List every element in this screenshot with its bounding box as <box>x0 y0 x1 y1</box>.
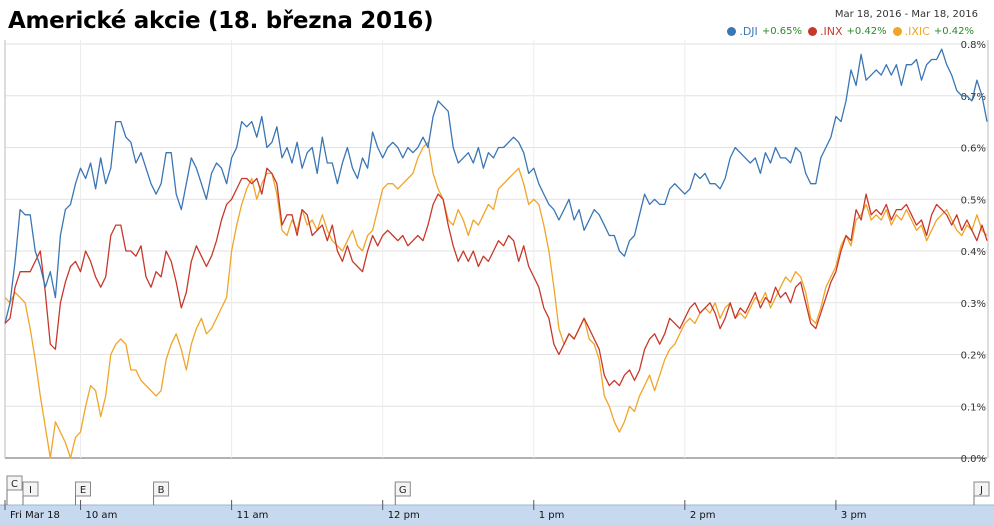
y-tick-label: 0.8% <box>961 40 986 51</box>
x-axis: Fri Mar 18 10 am 11 am 12 pm 1 pm 2 pm 3 pm <box>0 500 994 525</box>
event-flag-g[interactable]: G <box>394 481 411 505</box>
series-line-inx[interactable] <box>4 167 988 387</box>
y-tick-label: 0.4% <box>961 247 986 258</box>
chart-title: Americké akcie (18. března 2016) <box>8 8 434 34</box>
y-tick-label: 0.0% <box>961 454 986 465</box>
event-flag-box <box>394 481 411 497</box>
event-flag-c[interactable]: C <box>6 475 23 505</box>
y-tick-label: 0.2% <box>961 351 986 362</box>
event-flag-box <box>75 481 92 497</box>
event-flag-label: I <box>29 485 32 496</box>
y-tick-label: 0.3% <box>961 299 986 310</box>
x-tick-label: 10 am <box>86 510 118 521</box>
legend-symbol-dji: .DJI <box>739 25 758 38</box>
event-flag-label: C <box>11 479 18 490</box>
event-flag-box <box>22 481 39 497</box>
event-flag-j[interactable]: J <box>973 481 990 505</box>
series-lines <box>4 48 988 459</box>
legend-symbol-inx: .INX <box>819 25 843 38</box>
legend-symbol-ixic: .IXIC <box>904 25 930 38</box>
event-flag-label: J <box>979 485 983 496</box>
x-tick-label: Fri Mar 18 <box>10 510 60 521</box>
legend-change-ixic: +0.42% <box>933 26 974 37</box>
event-flag-label: E <box>80 485 86 496</box>
y-tick-label: 0.1% <box>961 402 986 413</box>
event-flag-box <box>153 481 170 497</box>
inx-dot-icon <box>807 27 817 36</box>
dji-dot-icon <box>727 27 737 36</box>
legend-item-dji[interactable]: .DJI +0.65% <box>727 25 802 38</box>
x-tick-label: 1 pm <box>539 510 565 521</box>
x-tick-label: 2 pm <box>690 510 716 521</box>
y-axis-labels: 0.0%0.1%0.2%0.3%0.4%0.5%0.6%0.7%0.8% <box>961 40 986 465</box>
legend-change-inx: +0.42% <box>846 26 887 37</box>
series-line-dji[interactable] <box>4 48 988 324</box>
legend-item-inx[interactable]: .INX +0.42% <box>807 25 887 38</box>
event-flag-box <box>6 475 23 491</box>
series-line-ixic[interactable] <box>4 141 988 459</box>
event-flag-e[interactable]: E <box>75 481 92 505</box>
event-flag-b[interactable]: B <box>153 481 170 505</box>
y-tick-label: 0.6% <box>961 144 986 155</box>
date-range[interactable]: Mar 18, 2016 - Mar 18, 2016 <box>834 9 978 20</box>
legend-item-ixic[interactable]: .IXIC +0.42% <box>892 25 974 38</box>
x-axis-band <box>0 505 994 525</box>
x-tick-label: 3 pm <box>841 510 867 521</box>
ixic-dot-icon <box>892 27 902 36</box>
x-tick-label: 12 pm <box>388 510 420 521</box>
event-flag-i[interactable]: I <box>22 481 39 505</box>
event-flags[interactable]: CI E B G J <box>6 475 990 505</box>
legend: .DJI +0.65% .INX +0.42% .IXIC +0.42% <box>727 25 974 38</box>
event-flag-label: G <box>399 485 407 496</box>
legend-change-dji: +0.65% <box>761 26 802 37</box>
event-flag-box <box>973 481 990 497</box>
y-tick-label: 0.5% <box>961 195 986 206</box>
x-tick-label: 11 am <box>237 510 269 521</box>
event-flag-label: B <box>158 485 165 496</box>
